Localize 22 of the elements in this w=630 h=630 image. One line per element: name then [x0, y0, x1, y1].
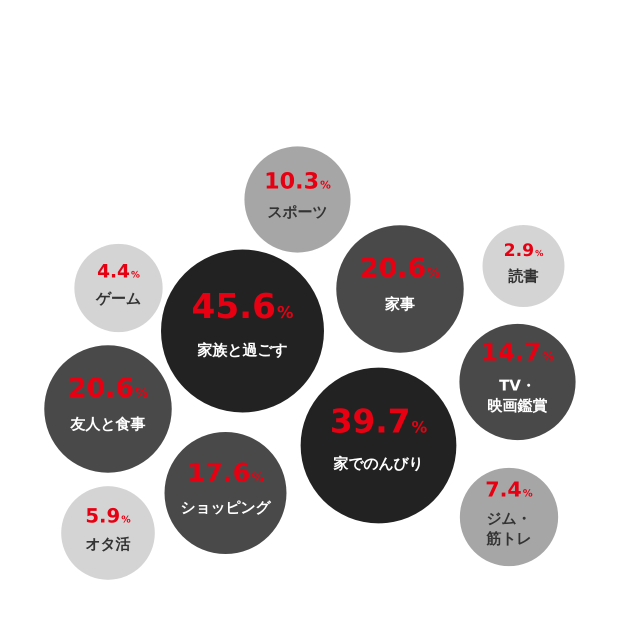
category-label: 家族と過ごす: [196, 340, 288, 359]
category-label: 友人と食事: [70, 414, 146, 433]
category-label: TV・映画鑑賞: [488, 376, 548, 415]
data-label: 10.3%: [264, 168, 332, 194]
data-label: 17.6%: [187, 458, 264, 488]
category-label: ゲーム: [95, 290, 141, 308]
category-label: 読書: [508, 266, 538, 285]
category-label: ショッピング: [180, 498, 272, 516]
data-label: 2.9%: [504, 240, 544, 261]
category-label: ジム・筋トレ: [486, 510, 532, 548]
category-label: オタ活: [86, 535, 130, 554]
category-label: 家事: [384, 294, 415, 313]
data-label: 14.7%: [481, 338, 554, 367]
data-label: 45.6%: [192, 286, 294, 327]
category-label: 家でのんびり: [332, 454, 424, 472]
category-label: スポーツ: [268, 203, 328, 222]
data-label: 20.6%: [68, 373, 148, 404]
data-label: 7.4%: [485, 477, 533, 502]
data-label: 20.6%: [360, 253, 440, 284]
data-label: 39.7%: [330, 402, 428, 441]
data-label: 5.9%: [85, 504, 132, 528]
data-label: 4.4%: [97, 262, 140, 283]
